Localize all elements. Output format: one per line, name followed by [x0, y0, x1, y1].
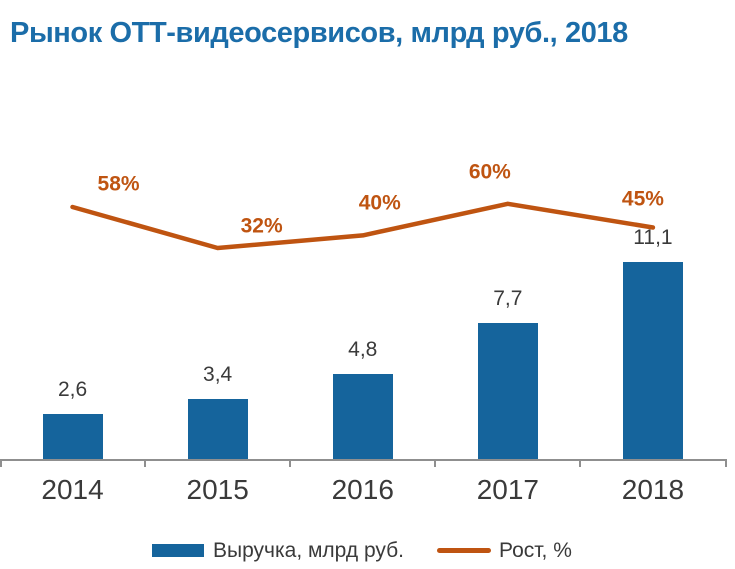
chart-title: Рынок ОТТ-видеосервисов, млрд руб., 2018 — [10, 17, 628, 49]
revenue-bar-2016 — [332, 374, 393, 460]
x-axis-label-2014: 2014 — [41, 474, 104, 505]
legend-bar-swatch-icon — [152, 544, 204, 557]
x-axis-tick — [434, 460, 437, 467]
bar-value-label-2017: 7,7 — [493, 287, 523, 310]
legend-line-swatch-icon — [437, 548, 491, 553]
bar-value-label-2014: 2,6 — [57, 378, 88, 401]
x-axis-line — [0, 459, 727, 461]
x-axis-label-2018: 2018 — [621, 474, 685, 505]
revenue-bar-2017 — [477, 323, 538, 460]
x-axis-label-2015: 2015 — [186, 474, 249, 505]
revenue-bar-2018 — [622, 262, 683, 460]
growth-label-2016: 40% — [358, 191, 401, 215]
legend: Выручка, млрд руб. Рост, % — [152, 540, 572, 561]
x-axis-tick — [724, 460, 727, 467]
bar-value-label-2018: 11,1 — [633, 226, 673, 249]
x-axis-label-2016: 2016 — [331, 474, 394, 505]
legend-bar-label: Выручка, млрд руб. — [213, 539, 404, 562]
revenue-bar-2015 — [187, 399, 248, 460]
x-axis-label-2017: 2017 — [476, 474, 539, 505]
x-axis-tick — [289, 460, 292, 467]
growth-label-2014: 58% — [97, 172, 140, 196]
legend-line-label: Рост, % — [499, 539, 572, 562]
growth-label-2015: 32% — [240, 214, 283, 238]
x-axis-tick — [144, 460, 147, 467]
growth-label-2018: 45% — [621, 187, 664, 211]
revenue-bar-2014 — [42, 414, 103, 460]
bar-value-label-2015: 3,4 — [203, 363, 233, 386]
growth-label-2017: 60% — [468, 160, 511, 184]
bar-value-label-2016: 4,8 — [348, 338, 378, 361]
x-axis-tick — [579, 460, 582, 467]
x-axis-tick — [0, 460, 2, 467]
